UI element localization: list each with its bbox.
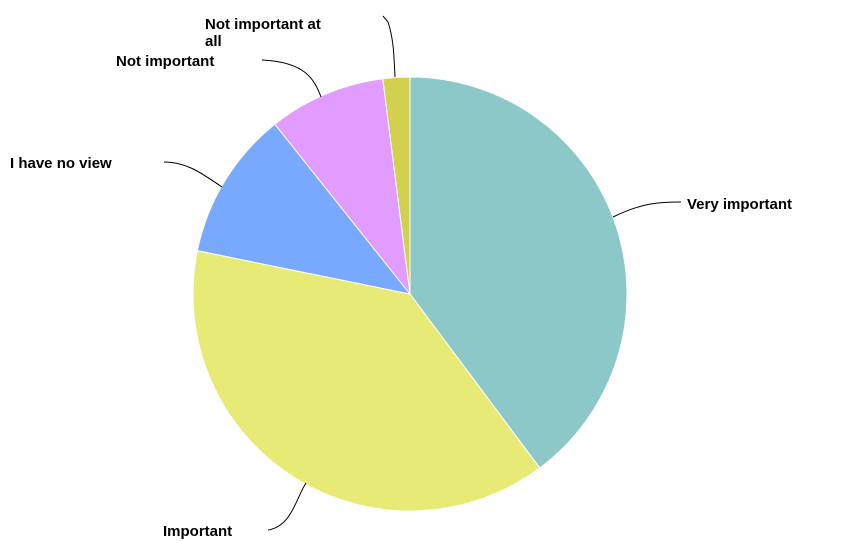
pie-slice-important [192,250,541,512]
leader-not-important-at-all [382,15,396,78]
pie-slices [192,76,628,512]
label-important: Important [163,523,232,540]
leader-important [267,482,307,531]
leader-very-important [612,201,682,218]
label-not-important-at-all-line-1: Not important at [205,16,321,33]
pie-slice-not-important-at-all [382,76,411,295]
label-no-view: I have no view [10,155,112,172]
pie-slice-i-have-no-view [196,123,412,295]
label-very-important: Very important [687,196,792,213]
pie-slice-very-important [409,76,628,469]
label-not-important-at-all-line-2: all [205,33,222,50]
leader-lines [163,15,682,531]
label-not-important: Not important [116,53,214,70]
slice-labels: Very important Important I have no view … [10,16,792,540]
label-not-important-at-all: Not important at all [205,16,325,50]
pie-slice-not-important [274,78,411,296]
leader-no-view [163,161,223,188]
leader-not-important [261,59,322,98]
